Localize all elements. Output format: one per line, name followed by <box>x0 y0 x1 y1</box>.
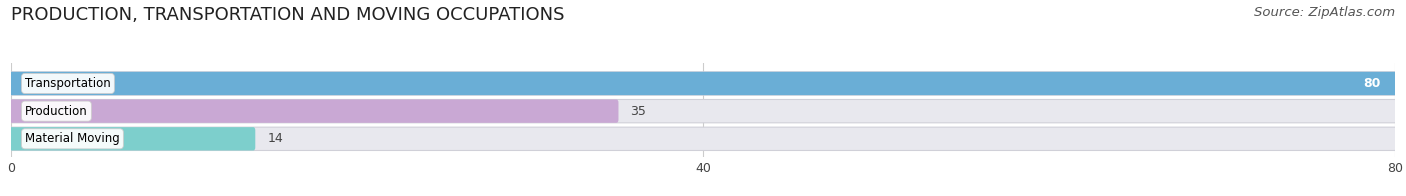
FancyBboxPatch shape <box>10 72 1396 95</box>
Text: Transportation: Transportation <box>25 77 111 90</box>
Text: Material Moving: Material Moving <box>25 132 120 145</box>
Text: 14: 14 <box>267 132 283 145</box>
Text: 80: 80 <box>1364 77 1381 90</box>
FancyBboxPatch shape <box>10 127 256 151</box>
Text: Production: Production <box>25 105 87 118</box>
FancyBboxPatch shape <box>10 72 1396 95</box>
Text: 35: 35 <box>630 105 647 118</box>
FancyBboxPatch shape <box>10 100 1396 123</box>
Text: Source: ZipAtlas.com: Source: ZipAtlas.com <box>1254 6 1395 19</box>
FancyBboxPatch shape <box>10 100 619 123</box>
Text: PRODUCTION, TRANSPORTATION AND MOVING OCCUPATIONS: PRODUCTION, TRANSPORTATION AND MOVING OC… <box>11 6 565 24</box>
FancyBboxPatch shape <box>10 127 1396 151</box>
